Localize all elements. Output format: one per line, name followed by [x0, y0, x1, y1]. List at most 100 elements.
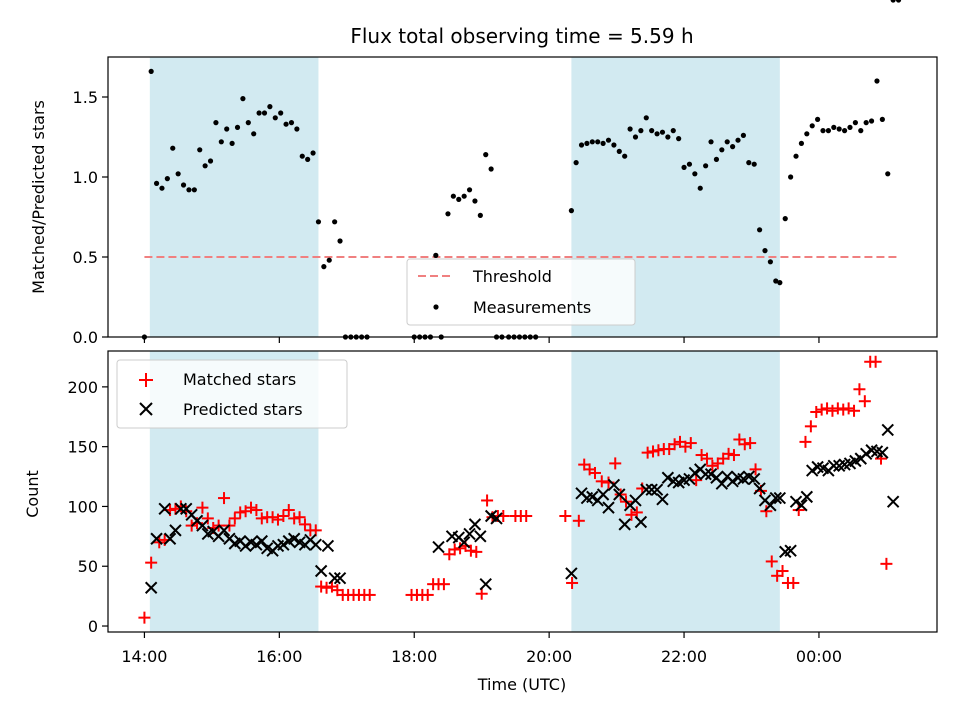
measurement-point	[654, 131, 660, 137]
top-legend-box	[406, 258, 636, 326]
predicted-point-stroke-b	[314, 564, 328, 578]
predicted-star-point	[565, 567, 578, 580]
measurement-point	[207, 158, 214, 164]
predicted-star-point	[607, 478, 621, 492]
shaded-span-top-1	[149, 57, 319, 337]
predicted-star-point	[602, 501, 615, 514]
matched-star-point	[831, 402, 844, 415]
measurement-point	[326, 257, 332, 263]
matched-star-point	[196, 501, 209, 514]
predicted-star-point	[806, 464, 819, 477]
matched-star-point	[625, 508, 638, 521]
measurement-point	[272, 115, 278, 121]
matched-star-point	[880, 557, 893, 570]
predicted-point-stroke-b	[753, 482, 766, 495]
measurement-point	[445, 211, 451, 217]
measurement-point	[483, 152, 489, 158]
predicted-star-point	[163, 532, 177, 545]
predicted-point-stroke-b	[309, 538, 322, 551]
measurement-point	[337, 238, 343, 244]
matched-star-point	[776, 565, 789, 578]
measurement-point	[670, 128, 676, 134]
matched-star-point	[481, 494, 494, 507]
top-y-axis-ticks: 0.0 0.5 1.0 1.5	[73, 88, 108, 347]
matched-star-point	[448, 543, 461, 556]
predicted-point-stroke-b	[250, 538, 263, 551]
predicted-star-point	[661, 471, 675, 484]
measurement-point	[224, 126, 230, 132]
measurement-point	[251, 131, 257, 137]
matched-star-point	[826, 404, 839, 417]
predicted-star-point	[769, 491, 782, 505]
predicted-star-point	[144, 581, 158, 594]
measurement-point	[186, 187, 192, 193]
predicted-point-stroke-b	[163, 532, 177, 545]
measurement-point	[756, 227, 763, 233]
x-tick-label: 20:00	[526, 647, 572, 666]
top-axes-frame	[107, 56, 938, 338]
measurement-point	[310, 150, 316, 156]
predicted-point-stroke-b	[328, 571, 341, 585]
predicted-star-point	[196, 519, 209, 532]
predicted-point-stroke-b	[645, 483, 658, 496]
predicted-star-point	[314, 564, 328, 578]
top-legend: Threshold Measurements	[406, 258, 636, 326]
measurement-point	[746, 160, 752, 166]
matched-star-point	[566, 576, 579, 589]
measurement-point	[466, 187, 473, 193]
predicted-point-stroke-b	[747, 472, 761, 486]
measurement-point	[659, 129, 666, 135]
predicted-star-point	[886, 495, 900, 508]
predicted-point-stroke-b	[800, 490, 814, 504]
predicted-star-point	[634, 515, 648, 529]
predicted-star-point	[239, 539, 252, 553]
measurement-point	[890, 0, 896, 3]
matched-star-point	[145, 556, 158, 569]
predicted-star-point	[287, 532, 301, 545]
predicted-star-point	[645, 483, 658, 496]
predicted-point-stroke-b	[704, 467, 718, 481]
predicted-point-stroke-b	[468, 518, 482, 531]
ratio-panel: 0.0 0.5 1.0 1.5 Matched/Predicted stars Thr…	[29, 0, 938, 347]
measurement-point	[703, 163, 709, 169]
bottom-axes-frame	[107, 350, 938, 633]
measurement-point	[332, 219, 338, 225]
measurement-point	[692, 171, 698, 177]
predicted-point-stroke-b	[255, 534, 269, 548]
legend-threshold-label: Threshold	[472, 267, 552, 286]
measurement-point	[681, 164, 687, 170]
measurement-point	[256, 110, 262, 116]
predicted-star-point	[158, 502, 171, 516]
legend-matched-swatch	[139, 373, 153, 387]
measurement-point	[584, 140, 590, 146]
measurement-point	[472, 198, 478, 204]
measurement-point	[568, 208, 575, 214]
predicted-point-stroke-b	[806, 464, 819, 477]
measurement-point	[793, 153, 799, 159]
measurement-point	[735, 137, 741, 143]
predicted-point-stroke-b	[144, 581, 158, 594]
x-tick-label: 18:00	[391, 647, 437, 666]
matched-star-point	[363, 588, 376, 601]
predicted-star-point	[789, 495, 803, 508]
x-tick-label: 22:00	[661, 647, 707, 666]
predicted-point-stroke-b	[607, 478, 621, 492]
top-shaded-spans	[149, 57, 780, 337]
predicted-point-stroke-b	[180, 502, 193, 516]
measurement-point	[874, 78, 880, 84]
predicted-star-point	[277, 538, 290, 551]
predicted-point-stroke-b	[169, 524, 182, 537]
measurement-point	[240, 96, 246, 102]
legend-predicted-swatch	[139, 402, 153, 416]
matched-star-point	[559, 510, 572, 523]
predicted-star-point	[174, 502, 188, 516]
matched-star-point	[470, 545, 483, 558]
matched-star-point	[760, 505, 773, 518]
top-x-axis-ticks	[143, 337, 820, 343]
measurement-point	[245, 120, 251, 126]
measurement-point	[278, 110, 284, 116]
measurement-point	[686, 161, 693, 167]
predicted-point-stroke-b	[239, 539, 252, 553]
predicted-star-point	[321, 539, 335, 553]
measurement-point	[321, 264, 327, 270]
